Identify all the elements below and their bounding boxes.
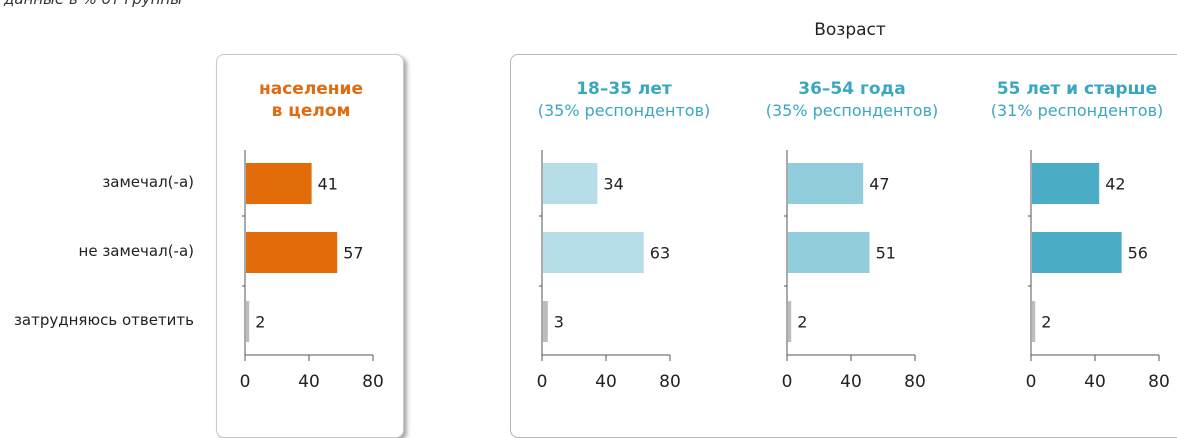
bar: [246, 301, 250, 342]
x-tick-label: 0: [537, 372, 548, 392]
x-tick-label: 40: [298, 372, 320, 392]
x-tick-label: 0: [1026, 372, 1037, 392]
x-tick-label: 80: [1148, 372, 1170, 392]
bar-value-label: 34: [603, 175, 623, 194]
panel-title-line1: население: [259, 79, 363, 99]
bar: [788, 163, 864, 204]
panel-title-line2: в целом: [271, 101, 351, 121]
panel-title-subtitle: (35% респондентов): [537, 101, 711, 120]
panel-title-subtitle: (31% респондентов): [990, 101, 1164, 120]
bar-value-label: 2: [255, 313, 265, 332]
panel-title-18-35: 18–35 лет (35% респондентов): [524, 78, 724, 122]
panel-title-36-54: 36–54 года (35% респондентов): [752, 78, 952, 122]
bar: [543, 163, 598, 204]
x-tick-label: 40: [840, 372, 862, 392]
age-group-title: Возраст: [814, 20, 886, 40]
chart-subtitle: данные в % от группы: [4, 0, 182, 8]
bar-value-label: 63: [650, 244, 670, 263]
panel-title-subtitle: (35% респондентов): [765, 101, 939, 120]
bar: [246, 163, 312, 204]
bar-value-label: 57: [343, 244, 363, 263]
row-label-noticed: замечал(-а): [102, 173, 194, 191]
x-tick-label: 80: [362, 372, 384, 392]
bar: [246, 232, 338, 273]
panel-title-line1: 55 лет и старше: [996, 79, 1158, 99]
panel-title-line1: 36–54 года: [798, 79, 906, 99]
bar: [1032, 301, 1036, 342]
x-tick-label: 40: [595, 372, 617, 392]
row-label-hard-to-say: затрудняюсь ответить: [13, 311, 194, 329]
x-tick-label: 40: [1084, 372, 1106, 392]
bar: [543, 232, 644, 273]
bar-charts: 0 40 80 41 57 2 0 40 80 34 63 3 0 40 80 47 51 2 0 40 80 42 56 2: [240, 150, 1170, 392]
panel-title-55-plus: 55 лет и старше (31% респондентов): [979, 78, 1175, 122]
x-tick-label: 0: [240, 372, 251, 392]
bar-value-label: 56: [1128, 244, 1148, 263]
x-tick-label: 0: [782, 372, 793, 392]
bar-value-label: 51: [876, 244, 896, 263]
bar-value-label: 47: [869, 175, 889, 194]
bar: [788, 232, 870, 273]
panel-title-total: население в целом: [246, 78, 376, 122]
x-tick-label: 80: [904, 372, 926, 392]
bar: [543, 301, 548, 342]
row-label-not-noticed: не замечал(-а): [78, 242, 194, 260]
x-tick-label: 80: [659, 372, 681, 392]
panel-title-line1: 18–35 лет: [576, 79, 672, 99]
bar-value-label: 2: [797, 313, 807, 332]
bar-value-label: 3: [554, 313, 564, 332]
bar: [1032, 232, 1122, 273]
bar-value-label: 42: [1105, 175, 1125, 194]
bar-value-label: 2: [1041, 313, 1051, 332]
bar: [1032, 163, 1100, 204]
bar: [788, 301, 792, 342]
bar-value-label: 41: [318, 175, 338, 194]
